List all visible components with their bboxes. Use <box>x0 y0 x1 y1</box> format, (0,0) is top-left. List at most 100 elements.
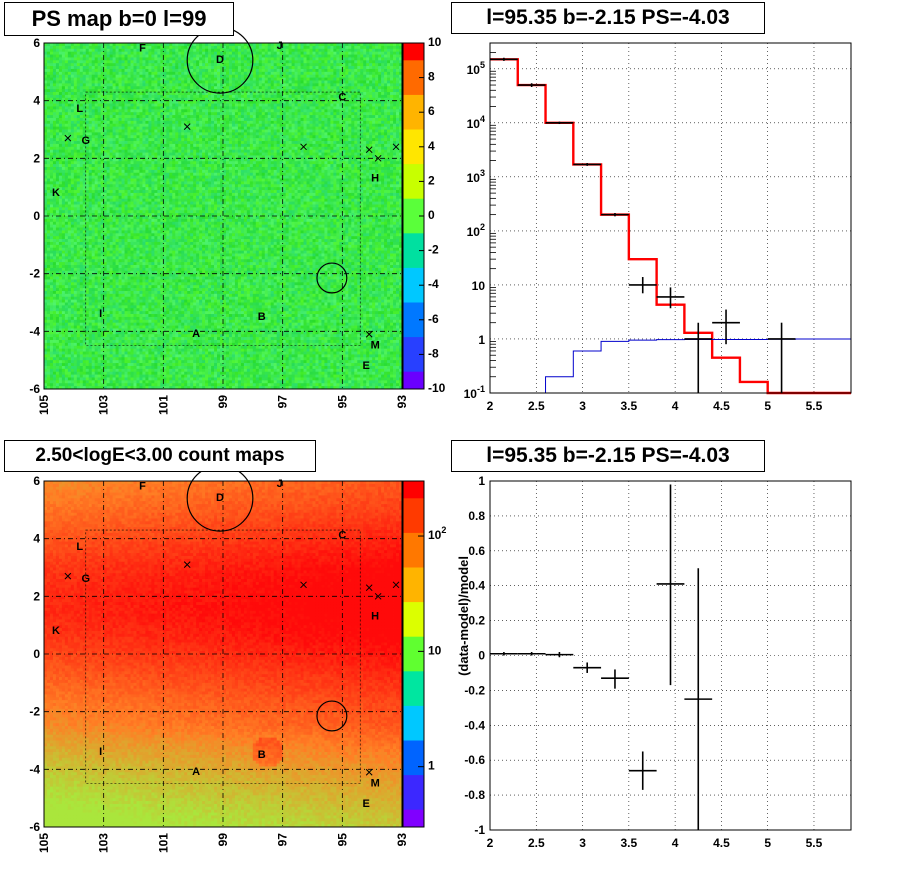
ps-map-colorbar-band <box>403 60 424 70</box>
ps-map-source-label: B <box>258 311 266 323</box>
ps-map-colorbar-band <box>403 380 424 390</box>
spectrum-y-tick: 103 <box>467 168 485 185</box>
ps-map-colorbar-tick: -10 <box>428 381 446 395</box>
count-map-region-box <box>85 529 361 785</box>
ps-map-colorbar-band <box>403 259 424 269</box>
residual-y-tick: 0.6 <box>468 544 485 558</box>
count-map-source-label: M <box>371 778 380 790</box>
count-map-colorbar-band <box>403 506 424 517</box>
residual-y-tick: 0.8 <box>468 509 485 523</box>
residual-panel: 2 2.5 3 3.5 4 4.5 5 5.5 1 0.8 0.6 0.4 0.2 0 -0.2 -0.4 -0… <box>456 474 852 850</box>
ps-map-colorbar-tick: 2 <box>428 173 435 187</box>
spectrum-y-tick: 105 <box>467 60 485 77</box>
ps-map-colorbar-tick: 10 <box>428 35 442 49</box>
residual-x-tick: 4 <box>672 836 679 850</box>
count-map-colorbar-band <box>403 723 424 733</box>
count-map-y-tick: -6 <box>29 820 40 834</box>
ps-map-colorbar-band <box>403 363 424 373</box>
count-map-colorbar-band <box>403 558 424 568</box>
ps-map-colorbar-band <box>403 311 424 321</box>
ps-map-source-label: F <box>139 43 146 55</box>
ps-map-colorbar-band <box>403 241 424 252</box>
spectrum-x-tick: 4.5 <box>713 399 730 413</box>
ps-map-colorbar-tick: -8 <box>428 346 439 360</box>
ps-map-colorbar-band <box>403 216 424 226</box>
count-map-colorbar-band <box>403 671 424 681</box>
count-map-colorbar-band <box>403 809 424 819</box>
residual-y-tick: 1 <box>478 474 485 488</box>
ps-map-source-label: C <box>338 92 346 104</box>
ps-map-source-label: L <box>76 103 83 115</box>
ps-map-colorbar-band <box>403 337 424 347</box>
ps-map-colorbar-band <box>403 172 424 182</box>
count-map-colorbar-band <box>403 749 424 759</box>
spectrum-x-tick: 5.5 <box>806 399 823 413</box>
ps-map-cross-marker <box>374 154 382 162</box>
ps-map-colorbar-tick: 0 <box>428 208 435 222</box>
residual-y-tick: -1 <box>474 823 485 837</box>
ps-map-pixels <box>44 43 403 390</box>
ps-map-colorbar-band <box>403 94 424 105</box>
count-map-colorbar-band <box>403 489 424 499</box>
count-map-title: 2.50<logE<3.00 count maps <box>4 440 316 472</box>
count-map-colorbar-tick: 1 <box>428 759 435 773</box>
spectrum-x-tick: 2 <box>487 399 494 413</box>
count-map-colorbar-band <box>403 688 424 698</box>
count-map-source-label: K <box>52 625 60 637</box>
residual-y-tick: 0 <box>478 649 485 663</box>
count-map-colorbar-band <box>403 576 424 586</box>
ps-map-circle <box>316 262 348 294</box>
count-map-colorbar-band <box>403 532 424 543</box>
ps-map-cross-marker <box>365 146 373 154</box>
ps-map-source-label: M <box>371 340 380 352</box>
count-map-cross-marker <box>300 581 307 589</box>
ps-map-colorbar-band <box>403 86 424 96</box>
ps-map-panel: 105 103 101 99 97 95 93 6 4 2 0 -2 -4 -6 F D J C L G H K I B A ME <box>29 26 409 415</box>
residual-y-tick: 0.4 <box>468 579 485 593</box>
count-map-colorbar-band <box>403 740 424 750</box>
spectrum-plot-area <box>490 43 851 393</box>
count-map-colorbar-band <box>403 783 424 793</box>
count-map-colorbar-band <box>403 610 424 620</box>
count-map-colorbar-band <box>403 584 424 594</box>
count-map-colorbar-band <box>403 541 424 551</box>
ps-map-frame <box>43 42 403 390</box>
count-map-circle <box>316 700 348 732</box>
ps-map-colorbar-band <box>403 120 424 130</box>
residual-y-label: (data-model)/model <box>456 556 471 676</box>
count-map-colorbar-band <box>403 481 424 491</box>
ps-map-source-label: E <box>363 360 370 372</box>
ps-map-colorbar-band <box>403 302 424 312</box>
spectrum-background-step <box>490 338 851 394</box>
ps-map-colorbar-band <box>403 164 424 174</box>
count-map-colorbar-band <box>403 636 424 646</box>
ps-map-colorbar-band <box>403 224 424 234</box>
ps-map-y-tick: 0 <box>33 209 40 223</box>
spectrum-x-tick: 4 <box>672 399 679 413</box>
spectrum-x-tick: 3.5 <box>621 399 638 413</box>
count-map-panel: 105 103 101 99 97 95 93 6 4 2 0 -2 -4 -6 F D J C L G H K I B A ME <box>29 464 409 853</box>
count-map-colorbar-band <box>403 792 424 802</box>
count-map-x-tick: 101 <box>156 833 170 853</box>
residual-title: l=95.35 b=-2.15 PS=-4.03 <box>451 440 765 472</box>
spectrum-x-tick: 3 <box>579 399 586 413</box>
count-map-y-tick: 2 <box>33 589 40 603</box>
spectrum-y-tick: 104 <box>467 114 485 131</box>
ps-map-colorbar-band <box>403 181 424 191</box>
count-map-colorbar-tick: 102 <box>428 525 446 542</box>
count-map-colorbar-band <box>403 550 424 560</box>
ps-map-region-box <box>85 91 361 347</box>
residual-x-tick: 3 <box>579 836 586 850</box>
ps-map-y-tick: -6 <box>29 382 40 396</box>
count-map-colorbar-band <box>403 766 424 776</box>
ps-map-colorbar-band <box>403 198 424 208</box>
count-map-source-label: J <box>277 478 283 490</box>
count-map-frame <box>43 480 403 828</box>
count-map-colorbar-band <box>403 705 424 716</box>
ps-map-colorbar-band <box>403 285 424 295</box>
count-map-y-tick: 4 <box>33 532 40 546</box>
count-map-colorbar-band <box>403 593 424 603</box>
count-map-colorbar-band <box>403 654 424 664</box>
ps-map-colorbar-band <box>403 112 424 122</box>
ps-map-cross-marker <box>392 143 400 151</box>
